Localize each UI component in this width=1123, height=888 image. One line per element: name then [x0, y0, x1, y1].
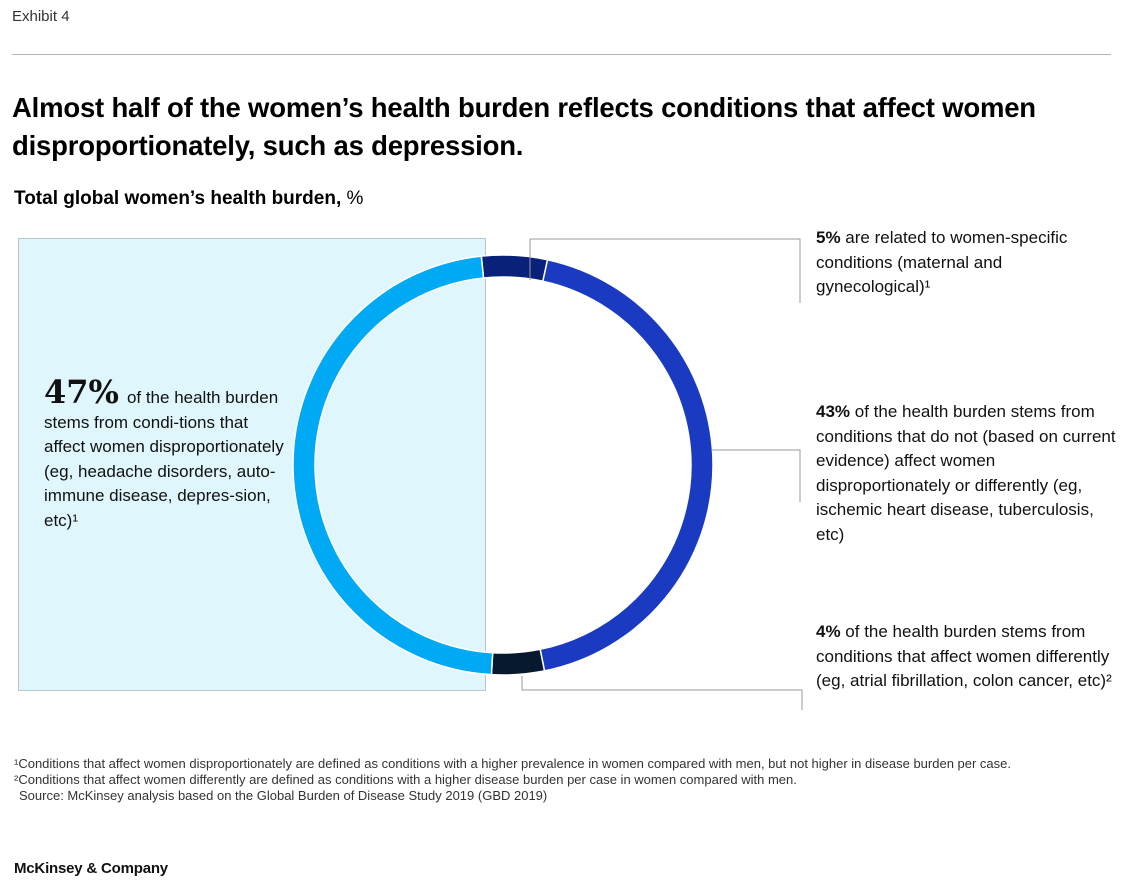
callout-bot-pct: 4%: [816, 622, 841, 641]
callout-left-pct: 47%: [44, 373, 119, 411]
chart-title: Almost half of the women’s health burden…: [12, 92, 1036, 161]
slice-women-specific: [480, 254, 549, 283]
callout-mid-pct: 43%: [816, 402, 851, 421]
callout-left-text: of the health burden stems from condi-ti…: [44, 388, 284, 530]
callout-not-disproportionate: 43% of the health burden stems from cond…: [816, 400, 1116, 547]
brand-logo-text: McKinsey & Company: [14, 860, 168, 877]
exhibit-label: Exhibit 4: [12, 8, 70, 25]
slice-not-disproportionate: [539, 258, 714, 672]
chart-subtitle: Total global women’s health burden, %: [14, 188, 363, 210]
callout-top-pct: 5%: [816, 228, 841, 247]
callout-top-text: are related to women-specific conditions…: [816, 228, 1068, 296]
leader-line-differently: [521, 676, 803, 710]
leader-line-women-specific: [529, 238, 801, 303]
callout-mid-text: of the health burden stems from conditio…: [816, 402, 1116, 544]
leader-line-not-disproportionate: [712, 449, 801, 502]
header-divider: [12, 54, 1111, 55]
callout-disproportionately: 47% of the health burden stems from condi…: [44, 376, 289, 533]
subtitle-unit: %: [341, 188, 364, 209]
callout-bot-text: of the health burden stems from conditio…: [816, 622, 1112, 690]
footnotes: ¹Conditions that affect women disproport…: [14, 756, 1109, 804]
callout-women-specific: 5% are related to women-specific conditi…: [816, 226, 1086, 300]
source-note: Source: McKinsey analysis based on the G…: [19, 788, 548, 803]
subtitle-bold: Total global women’s health burden,: [14, 188, 342, 209]
callout-differently: 4% of the health burden stems from condi…: [816, 620, 1116, 694]
footnote-1: ¹Conditions that affect women disproport…: [14, 756, 1012, 771]
footnote-2: ²Conditions that affect women differentl…: [14, 772, 797, 787]
slice-differently: [490, 648, 546, 676]
